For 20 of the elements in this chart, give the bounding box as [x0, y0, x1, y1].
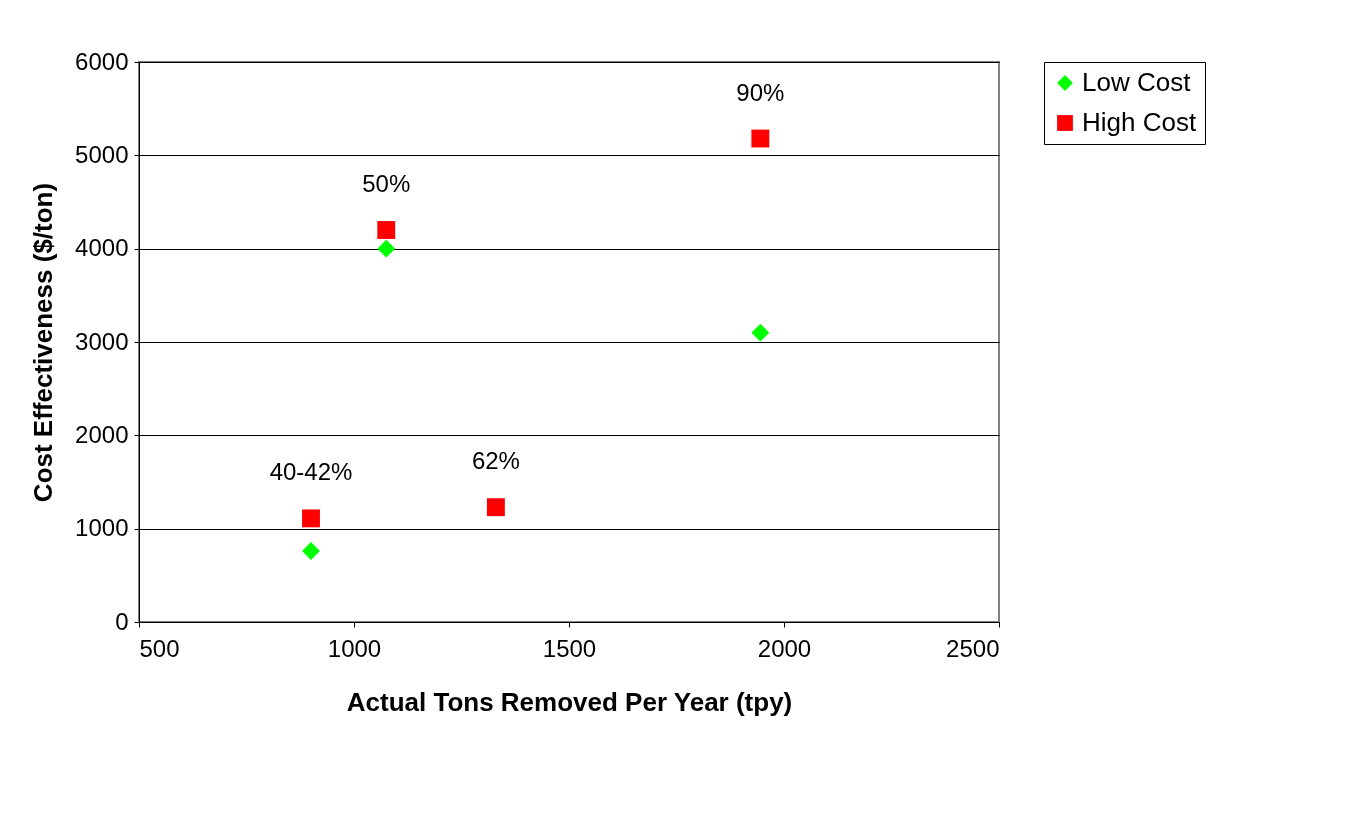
y-axis-title: Cost Effectiveness ($/ton)	[28, 182, 59, 503]
x-tick-label: 500	[139, 634, 180, 662]
y-tick-label: 2000	[75, 420, 129, 448]
legend-label: Low Cost	[1082, 67, 1192, 97]
y-tick-label: 3000	[75, 327, 129, 355]
x-tick-label: 1000	[327, 634, 382, 662]
x-tick-label: 2500	[946, 634, 1000, 662]
y-tick-label: 1000	[75, 514, 129, 542]
y-tick-label: 5000	[75, 140, 129, 168]
y-tick-label: 0	[115, 607, 129, 635]
y-tick-label: 6000	[75, 47, 129, 75]
annotation: 50%	[362, 170, 411, 197]
legend-label: High Cost	[1082, 107, 1197, 137]
x-tick-label: 2000	[757, 634, 812, 662]
annotation: 90%	[736, 78, 785, 106]
y-tick-label: 4000	[75, 234, 129, 262]
annotation: 40-42%	[269, 458, 353, 486]
annotation: 62%	[471, 447, 520, 475]
x-tick-label: 1500	[542, 634, 597, 662]
x-axis-title: Actual Tons Removed Per Year (tpy)	[346, 686, 793, 717]
